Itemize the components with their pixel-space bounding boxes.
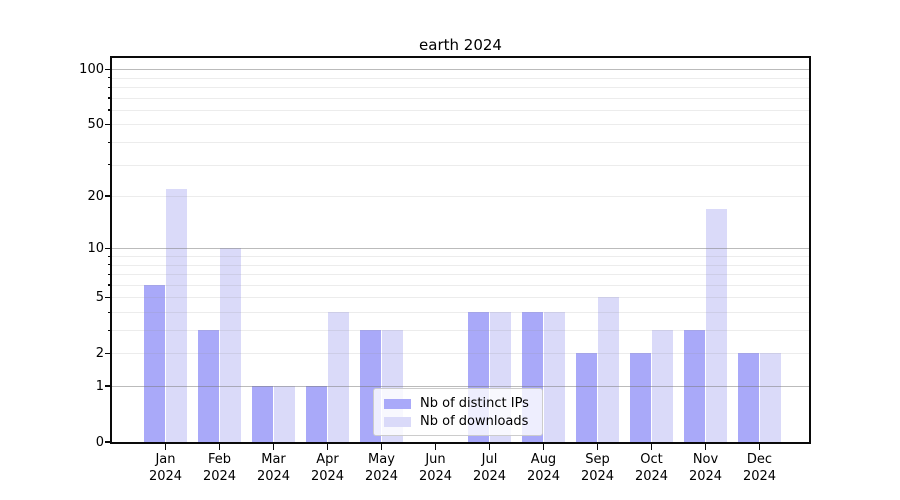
y-tick-mark <box>105 385 111 387</box>
x-tick-mark <box>758 444 761 450</box>
y-tick-mark-minor <box>108 284 111 286</box>
x-tick-label: Apr 2024 <box>310 452 345 484</box>
gridline-minor <box>112 87 809 88</box>
bar-distinct-ips <box>630 353 651 442</box>
x-tick-label: Dec 2024 <box>742 452 777 484</box>
axis-spine-left <box>110 56 112 444</box>
bar-downloads <box>166 188 187 442</box>
y-tick-mark-minor <box>108 141 111 143</box>
y-tick-mark-minor <box>108 164 111 166</box>
y-tick-label: 2 <box>95 345 104 361</box>
bar-distinct-ips <box>576 353 597 442</box>
chart-title: earth 2024 <box>419 36 502 54</box>
axis-spine-bottom <box>110 442 811 444</box>
bar-downloads <box>274 386 295 442</box>
y-tick-mark <box>105 123 111 126</box>
legend-swatch-distinct-ips <box>384 398 411 409</box>
y-tick-label: 1 <box>95 378 104 394</box>
legend-item: Nb of downloads <box>384 413 534 430</box>
legend-label: Nb of downloads <box>420 414 529 429</box>
gridline-minor <box>112 353 809 355</box>
bar-downloads <box>760 353 781 442</box>
y-tick-mark-minor <box>108 273 111 275</box>
x-tick-label: Mar 2024 <box>256 452 291 484</box>
bar-distinct-ips <box>738 353 759 442</box>
x-tick-mark <box>488 444 491 450</box>
bar-downloads <box>706 208 727 442</box>
gridline-minor <box>112 77 809 79</box>
gridline-minor <box>112 256 809 257</box>
gridline-minor <box>112 284 809 286</box>
gridline-minor <box>112 142 809 143</box>
gridline-minor <box>112 264 809 266</box>
x-tick-mark <box>380 444 383 450</box>
y-tick-mark-minor <box>108 311 111 313</box>
y-tick-label: 5 <box>95 289 104 305</box>
legend-swatch-downloads <box>384 416 411 427</box>
x-tick-label: Aug 2024 <box>526 452 561 484</box>
x-tick-mark <box>272 444 275 450</box>
x-tick-label: Nov 2024 <box>688 452 723 484</box>
x-tick-mark <box>218 444 221 450</box>
y-tick-mark <box>105 441 111 443</box>
bar-downloads <box>328 312 349 442</box>
legend: Nb of distinct IPs Nb of downloads <box>373 388 543 436</box>
x-tick-label: Sep 2024 <box>580 452 615 484</box>
gridline-minor <box>112 109 809 111</box>
x-tick-label: Jul 2024 <box>472 452 507 484</box>
x-tick-mark <box>650 444 653 450</box>
gridline-major <box>112 386 809 387</box>
y-tick-label: 10 <box>87 240 104 256</box>
y-tick-mark-minor <box>108 264 111 266</box>
y-tick-mark <box>105 352 111 354</box>
gridline-minor <box>112 196 809 198</box>
legend-item: Nb of distinct IPs <box>384 395 534 412</box>
x-tick-mark <box>434 444 437 450</box>
x-tick-label: Jan 2024 <box>148 452 183 484</box>
y-tick-mark <box>105 247 111 249</box>
gridline-minor <box>112 164 809 166</box>
gridline-minor <box>112 274 809 275</box>
y-tick-label: 0 <box>95 434 104 450</box>
x-tick-mark <box>326 444 329 450</box>
gridline-major <box>112 248 809 250</box>
gridline-major <box>112 69 809 71</box>
bar-distinct-ips <box>306 386 327 442</box>
y-tick-mark <box>105 195 111 197</box>
y-tick-mark-minor <box>108 109 111 111</box>
y-tick-mark-minor <box>108 77 111 79</box>
gridline-minor <box>112 312 809 313</box>
x-tick-mark <box>542 444 545 450</box>
bar-downloads <box>220 248 241 442</box>
axis-spine-right <box>809 56 811 444</box>
gridline-minor <box>112 297 809 299</box>
gridline-minor <box>112 97 809 99</box>
legend-label: Nb of distinct IPs <box>420 396 529 411</box>
y-tick-mark <box>105 68 111 70</box>
y-tick-label: 100 <box>79 61 104 77</box>
y-tick-mark-minor <box>108 86 111 88</box>
gridline-minor <box>112 124 809 126</box>
x-tick-mark <box>704 444 707 450</box>
x-tick-label: May 2024 <box>364 452 399 484</box>
axis-spine-top <box>110 56 811 58</box>
bar-downloads <box>598 297 619 442</box>
bar-downloads <box>544 312 565 442</box>
gridline-minor <box>112 330 809 331</box>
y-tick-mark-minor <box>108 255 111 257</box>
y-tick-mark <box>105 296 111 298</box>
y-tick-mark-minor <box>108 329 111 331</box>
x-tick-label: Feb 2024 <box>202 452 237 484</box>
x-tick-label: Jun 2024 <box>418 452 453 484</box>
x-tick-mark <box>164 444 167 450</box>
y-tick-label: 20 <box>87 188 104 204</box>
y-tick-label: 50 <box>87 116 104 132</box>
x-tick-label: Oct 2024 <box>634 452 669 484</box>
y-tick-mark-minor <box>108 97 111 99</box>
bar-distinct-ips <box>144 284 165 442</box>
bar-distinct-ips <box>252 386 273 442</box>
x-tick-mark <box>596 444 599 450</box>
